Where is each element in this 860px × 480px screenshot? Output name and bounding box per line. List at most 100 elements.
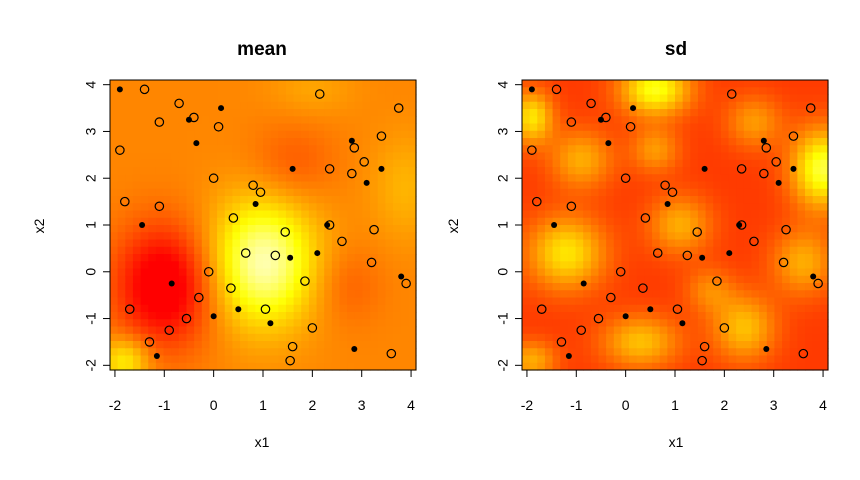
heatmap-cell <box>171 217 180 226</box>
heatmap-cell <box>713 362 722 371</box>
heatmap-cell <box>720 312 730 320</box>
heatmap-cell <box>766 167 776 175</box>
heatmap-cell <box>232 152 241 161</box>
heatmap-cell <box>308 138 318 146</box>
heatmap-cell <box>354 210 364 219</box>
heatmap-cell <box>805 319 814 328</box>
heatmap-cell <box>606 275 615 284</box>
heatmap-cell <box>690 297 699 306</box>
heatmap-cell <box>805 80 814 88</box>
heatmap-cell <box>621 254 630 262</box>
heatmap-cell <box>552 94 561 103</box>
heatmap-cell <box>690 94 699 103</box>
heatmap-cell <box>522 283 531 291</box>
heatmap-cell <box>782 116 791 125</box>
heatmap-cell <box>393 188 402 197</box>
heatmap-cell <box>728 268 737 277</box>
heatmap-cell <box>408 159 417 168</box>
heatmap-cell <box>140 290 149 299</box>
heatmap-cell <box>285 152 295 161</box>
heatmap-cell <box>232 145 241 154</box>
heatmap-cell <box>636 217 645 226</box>
heatmap-cell <box>377 116 386 125</box>
heatmap-cell <box>125 246 134 255</box>
heatmap-cell <box>629 80 638 88</box>
heatmap-cell <box>590 246 600 255</box>
heatmap-cell <box>171 130 180 139</box>
heatmap-cell <box>544 196 554 204</box>
heatmap-cell <box>590 254 600 262</box>
heatmap-cell <box>217 348 226 357</box>
open-point <box>181 313 192 324</box>
heatmap-cell <box>759 225 768 233</box>
heatmap-cell <box>117 80 126 88</box>
heatmap-cell <box>720 130 730 139</box>
heatmap-cell <box>659 225 668 233</box>
heatmap-cell <box>247 101 256 110</box>
heatmap-cell <box>255 239 264 248</box>
heatmap-cell <box>652 225 661 233</box>
heatmap-cell <box>812 362 821 371</box>
heatmap-cell <box>751 246 760 255</box>
open-point <box>359 157 369 167</box>
heatmap-cell <box>621 217 630 226</box>
heatmap-cell <box>201 348 211 357</box>
heatmap-cell <box>720 297 730 306</box>
heatmap-cell <box>117 355 126 364</box>
heatmap-cell <box>613 188 623 197</box>
heatmap-cell <box>560 210 569 219</box>
heatmap-cell <box>590 123 600 132</box>
heatmap-cell <box>201 87 211 96</box>
heatmap-cell <box>247 138 256 146</box>
heatmap-cell <box>347 355 356 364</box>
heatmap-cell <box>743 109 753 117</box>
heatmap-cell <box>362 304 371 313</box>
heatmap-cell <box>782 80 791 88</box>
heatmap-cell <box>240 130 249 139</box>
heatmap-cell <box>544 167 554 175</box>
heatmap-cell <box>209 348 218 357</box>
heatmap-cell <box>797 297 806 306</box>
heatmap-cell <box>613 239 623 248</box>
heatmap-cell <box>736 217 745 226</box>
heatmap-cell <box>270 268 279 277</box>
heatmap-cell <box>354 261 364 270</box>
heatmap-cell <box>522 138 531 146</box>
heatmap-cell <box>163 246 172 255</box>
heatmap-cell <box>552 362 561 371</box>
heatmap-cell <box>377 246 386 255</box>
heatmap-cell <box>316 87 325 96</box>
heatmap-cell <box>690 130 699 139</box>
heatmap-cell <box>583 138 592 146</box>
heatmap-cell <box>705 304 714 313</box>
heatmap-cell <box>682 217 691 226</box>
heatmap-cell <box>354 152 364 161</box>
filled-point <box>580 280 587 287</box>
heatmap-cell <box>759 246 768 255</box>
heatmap-cell <box>400 290 409 299</box>
heatmap-cell <box>324 239 333 248</box>
heatmap-cell <box>308 196 318 204</box>
heatmap-cell <box>240 181 249 190</box>
heatmap-cell <box>178 348 188 357</box>
heatmap-cell <box>759 87 768 96</box>
heatmap-cell <box>255 181 264 190</box>
heatmap-cell <box>675 188 684 197</box>
heatmap-cell <box>171 326 180 335</box>
heatmap-cell <box>805 304 814 313</box>
heatmap-cell <box>285 101 295 110</box>
heatmap-cell <box>132 152 142 161</box>
heatmap-cell <box>766 275 776 284</box>
heatmap-cell <box>224 239 233 248</box>
heatmap-cell <box>263 341 272 349</box>
heatmap-cell <box>400 159 409 168</box>
heatmap-cell <box>522 254 531 262</box>
heatmap-cell <box>370 283 379 291</box>
heatmap-cell <box>713 188 722 197</box>
heatmap-cell <box>728 297 737 306</box>
open-point <box>652 248 663 258</box>
heatmap-cell <box>766 268 776 277</box>
heatmap-cell <box>667 225 676 233</box>
heatmap-cell <box>370 94 379 103</box>
heatmap-cell <box>316 304 325 313</box>
